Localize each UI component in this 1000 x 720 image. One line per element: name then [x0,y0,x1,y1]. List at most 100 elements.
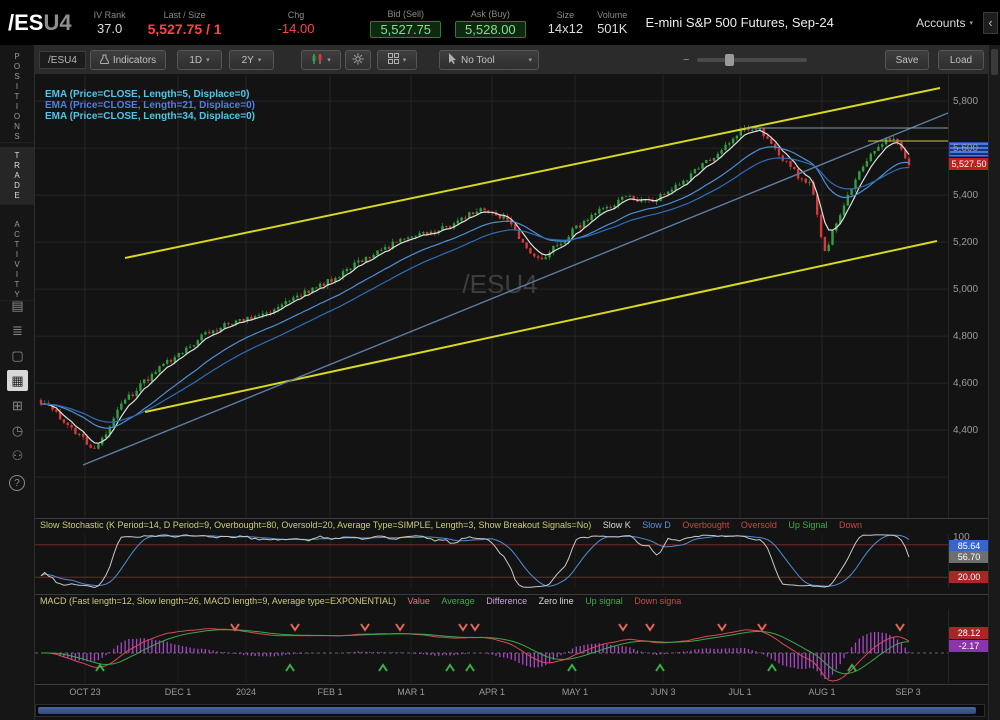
chart-style-dropdown[interactable]: ▾ [301,50,341,70]
chevron-down-icon: ▾ [969,19,973,27]
price-axis-label: 5,000 [953,284,979,296]
time-axis-label: APR 1 [478,687,505,697]
flask-icon [99,54,110,67]
ema5-label[interactable]: EMA (Price=CLOSE, Length=5, Displace=0) [45,89,250,100]
size-field: Size 14x12 [547,9,584,36]
ask-button[interactable]: 5,528.00 [455,20,526,38]
monitor-icon[interactable]: ▤ [11,297,24,313]
accounts-dropdown[interactable]: Accounts ▾ [916,15,973,30]
stochastic-axis: 100 85.64 56.70 20.00 [948,532,989,588]
time-axis-label: AUG 1 [808,687,836,697]
chart-toolbar: /ESU4 Indicators 1D ▾ 2Y ▾ ▾ ▾ No Tool ▾ [35,45,1000,75]
macd-axis: 28.12 -2.17 [948,609,989,683]
candlestick-icon [311,53,323,68]
sidebar-tab-positions[interactable]: POSITIONS [0,51,34,143]
price-axis-label: 5,600 [953,143,979,155]
time-axis: OCT 23 DEC 1 2024 FEB 1 MAR 1 APR 1 MAY 1 JUN 3… [35,687,948,701]
iv-rank-field: IV Rank 37.0 [93,9,126,36]
collapse-panel-button[interactable]: ‹ [983,11,998,34]
chevron-down-icon: ▾ [206,57,210,64]
ema-labels: EMA (Price=CLOSE, Length=5, Displace=0) … [45,89,255,122]
price-axis-label: 4,800 [953,331,979,343]
panel-divider [35,684,1000,685]
last-price-badge: 5,527.50 [949,158,989,170]
stochastic-plot[interactable] [35,534,948,588]
price-axis-label: 5,400 [953,190,979,202]
time-axis-label: JUN 3 [650,687,676,697]
price-axis-label: 4,400 [953,425,979,437]
list-icon[interactable]: ≣ [12,322,23,338]
volume-value: 501K [597,20,628,36]
iv-rank-value: 37.0 [96,20,123,36]
gear-icon [352,53,364,68]
macd-value-badge: 28.12 [949,627,989,639]
chart-area: /ESU4 EMA (Price=CLOSE, Length=5, Displa… [35,75,1000,720]
last-size-field: Last / Size 5,527.75 / 1 [147,9,222,37]
chg-field: Chg -14.00 [277,9,315,36]
svg-text:/ESU4: /ESU4 [462,269,537,299]
chg-value: -14.00 [277,20,315,36]
ask-field: Ask (Buy) 5,528.00 [455,8,526,38]
layout-dropdown[interactable]: ▾ [377,50,417,70]
bid-field: Bid (Sell) 5,527.75 [370,8,442,38]
price-axis-label: 5,200 [953,237,979,249]
sidebar-tab-trade[interactable]: TRADE [0,147,34,205]
help-icon[interactable]: ? [9,475,25,491]
time-axis-label: 2024 [235,687,257,697]
chart-h-scrollbar[interactable] [35,704,985,717]
last-size-value: 5,527.75 / 1 [147,20,222,37]
price-axis: 5,527.50 5,800 5,600 5,400 5,200 5,000 4,800 4… [948,75,989,518]
symbol-title: /ESU4 [8,9,72,35]
save-button[interactable]: Save [885,50,929,70]
panel-divider [35,594,1000,595]
time-axis-label: DEC 1 [164,687,192,697]
grid-icon[interactable]: ⊞ [12,397,23,413]
clock-icon[interactable]: ◷ [11,422,24,438]
zoom-slider[interactable] [697,54,807,66]
range-dropdown[interactable]: 2Y ▾ [229,50,274,70]
size-value: 14x12 [547,20,584,36]
right-scroll-thumb[interactable] [991,49,998,75]
time-axis-label: OCT 23 [69,687,101,697]
ema34-label[interactable]: EMA (Price=CLOSE, Length=34, Displace=0) [45,111,255,122]
load-button[interactable]: Load [938,50,984,70]
chart-pattern-icon[interactable]: ▦ [7,370,28,391]
chevron-down-icon: ▾ [528,57,532,64]
time-axis-label: FEB 1 [317,687,343,697]
right-scroll-strip[interactable] [988,45,1000,720]
chart-symbol-tab[interactable]: /ESU4 [39,51,86,69]
contract-title: E-mini S&P 500 Futures, Sep-24 [645,15,834,30]
macd-diff-badge: -2.17 [949,640,989,652]
chevron-down-icon: ▾ [402,57,407,64]
zoom-out-icon[interactable]: − [683,54,690,66]
slow-k-badge: 56.70 [949,551,989,563]
stochastic-study-label[interactable]: Slow Stochastic (K Period=14, D Period=9… [40,520,592,530]
indicators-button[interactable]: Indicators [90,50,166,70]
macd-plot[interactable] [35,609,948,683]
time-axis-label: SEP 3 [895,687,921,697]
chart-h-scrollbar-thumb[interactable] [38,707,976,714]
stoch-axis-max: 100 [953,532,970,543]
timeframe-dropdown[interactable]: 1D ▾ [177,50,222,70]
box-icon[interactable]: ▢ [11,347,24,363]
macd-study-label[interactable]: MACD (Fast length=12, Slow length=26, MA… [40,596,397,606]
chevron-down-icon: ▾ [327,57,331,64]
stochastic-legend: Slow Stochastic (K Period=14, D Period=9… [40,520,862,530]
cursor-icon [448,53,457,67]
macd-legend: MACD (Fast length=12, Slow length=26, MA… [40,596,682,606]
slow-d-badge: 85.64 [949,540,989,552]
bid-button[interactable]: 5,527.75 [370,20,442,38]
drawing-tool-dropdown[interactable]: No Tool ▾ [439,50,539,70]
settings-button[interactable] [345,50,371,70]
price-chart[interactable]: /ESU4 [35,75,948,518]
users-icon[interactable]: ⚇ [11,447,24,463]
ema21-label[interactable]: EMA (Price=CLOSE, Length=21, Displace=0) [45,100,255,111]
zoom-slider-handle[interactable] [725,54,734,66]
left-sidebar: POSITIONS TRADE ACTIVITY ▤ ≣ ▢ ▦ ⊞ ◷ ⚇ ? [0,45,35,720]
panel-divider [35,518,1000,519]
time-axis-label: JUL 1 [728,687,752,697]
price-axis-label: 4,600 [953,378,979,390]
sidebar-tab-activity[interactable]: ACTIVITY [0,219,34,301]
chevron-down-icon: ▾ [257,57,262,64]
